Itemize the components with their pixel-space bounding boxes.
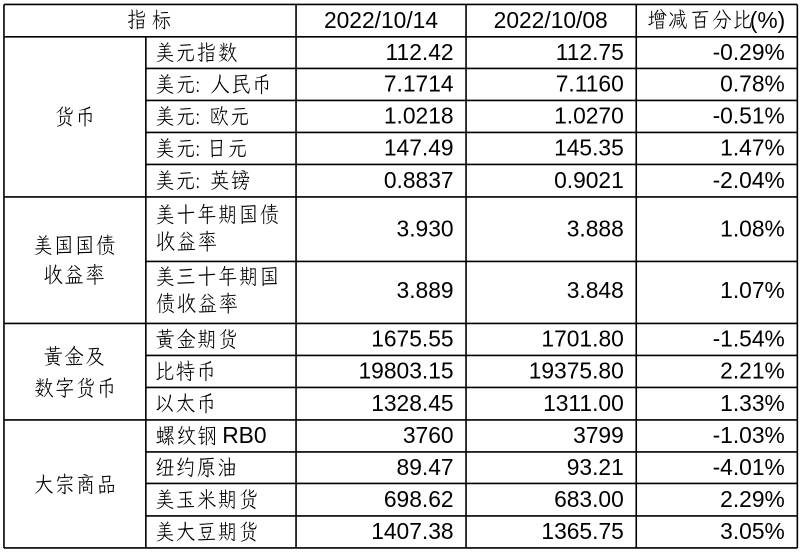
svg-text:3.930: 3.930 [397,215,454,241]
svg-text:(%): (%) [750,7,785,33]
svg-text:0.9021: 0.9021 [554,167,624,193]
svg-text:1.08%: 1.08% [720,215,785,241]
svg-text:1701.80: 1701.80 [541,326,623,352]
svg-text:1.33%: 1.33% [720,390,785,416]
svg-text:19375.80: 19375.80 [529,358,624,384]
svg-text:112.75: 112.75 [556,39,624,65]
svg-text:7.1714: 7.1714 [384,71,454,97]
svg-text:1.47%: 1.47% [720,135,785,161]
svg-text:1675.55: 1675.55 [371,326,453,352]
svg-text:2.21%: 2.21% [720,358,785,384]
svg-text:7.1160: 7.1160 [556,71,624,97]
svg-text:1311.00: 1311.00 [543,390,624,416]
svg-text:19803.15: 19803.15 [359,358,454,384]
svg-text:1407.38: 1407.38 [371,518,453,544]
svg-text:-2.04%: -2.04% [713,167,785,193]
svg-text:3.888: 3.888 [567,215,624,241]
svg-text:3.848: 3.848 [567,277,624,303]
svg-text:112.42: 112.42 [386,39,454,65]
svg-text:-1.54%: -1.54% [713,326,785,352]
svg-text:698.62: 698.62 [384,486,454,512]
svg-text:3799: 3799 [573,422,624,448]
svg-text:683.00: 683.00 [554,486,624,512]
svg-text:147.49: 147.49 [384,135,454,161]
svg-text:-4.01%: -4.01% [713,454,785,480]
svg-text:0.8837: 0.8837 [384,167,454,193]
svg-text:89.47: 89.47 [397,454,454,480]
svg-text:3760: 3760 [403,422,454,448]
svg-text:-0.51%: -0.51% [713,103,785,129]
svg-text:145.35: 145.35 [554,135,624,161]
svg-text:2022/10/14: 2022/10/14 [324,7,438,33]
svg-text:1328.45: 1328.45 [371,390,453,416]
svg-text:0.78%: 0.78% [720,71,785,97]
svg-text:2.29%: 2.29% [720,486,785,512]
svg-text:2022/10/08: 2022/10/08 [494,7,608,33]
svg-text:1365.75: 1365.75 [541,518,623,544]
svg-text:1.07%: 1.07% [720,277,785,303]
svg-text:1.0218: 1.0218 [384,103,454,129]
svg-text:3.05%: 3.05% [720,518,785,544]
svg-text:93.21: 93.21 [567,454,624,480]
svg-text:3.889: 3.889 [397,277,454,303]
svg-text:RB0: RB0 [222,422,266,448]
svg-text:-0.29%: -0.29% [713,39,785,65]
svg-text:1.0270: 1.0270 [554,103,624,129]
svg-text:-1.03%: -1.03% [713,422,785,448]
